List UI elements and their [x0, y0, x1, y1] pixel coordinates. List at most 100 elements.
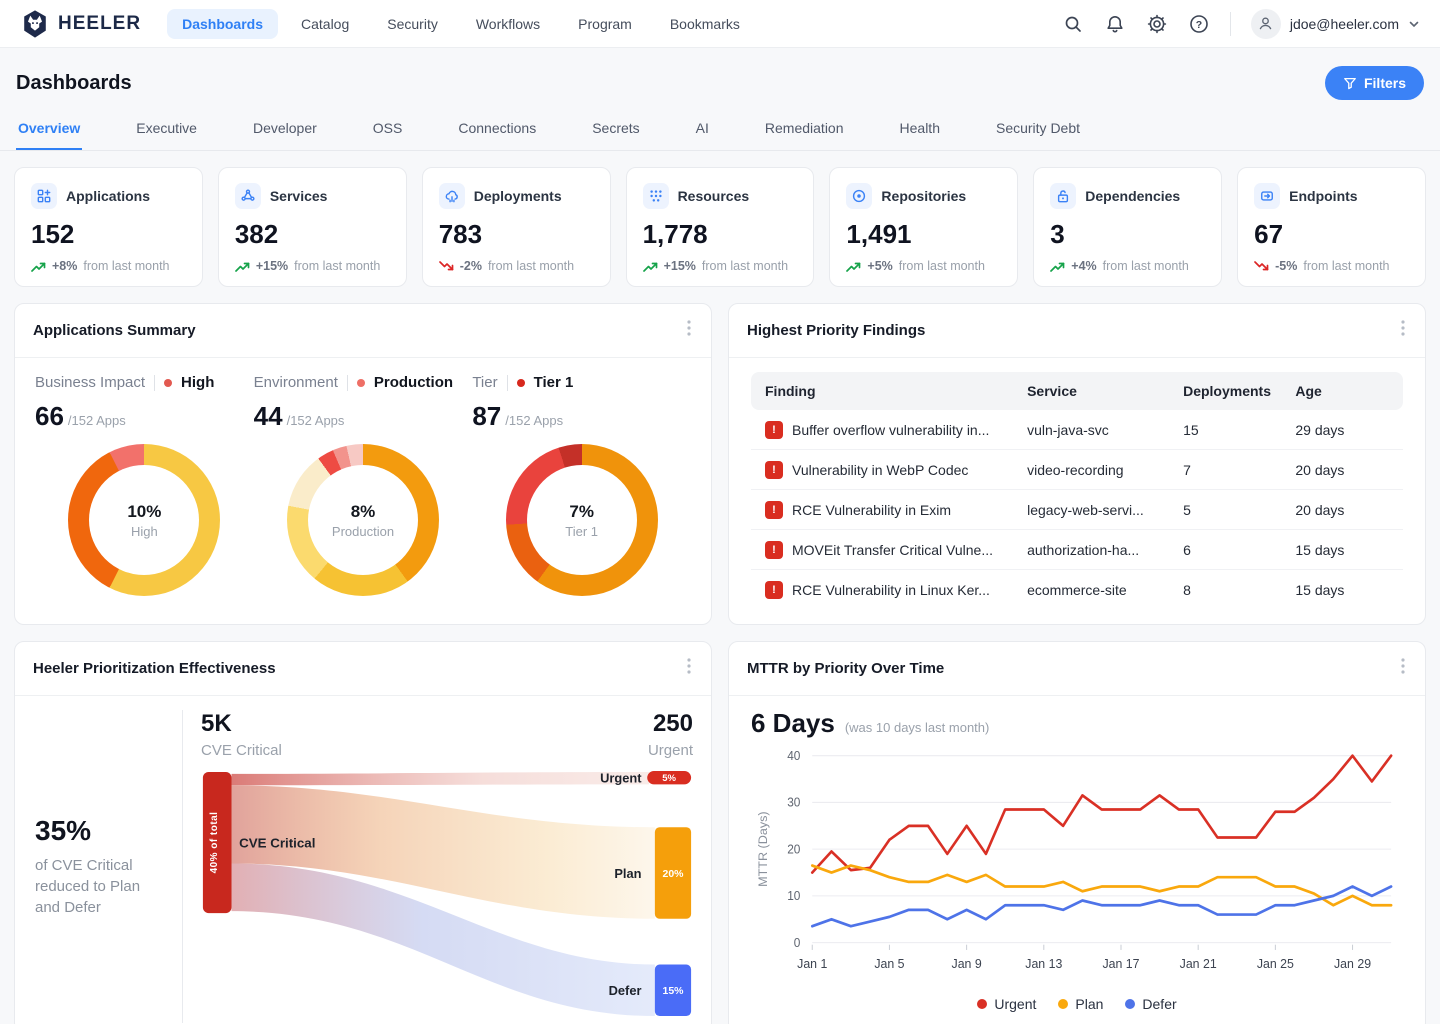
- stat-value: 152: [31, 219, 75, 249]
- stat-value: 1,491: [846, 219, 912, 249]
- target-label-plan: Plan: [614, 866, 641, 881]
- panel-title: Heeler Prioritization Effectiveness: [33, 660, 276, 677]
- mttr-line-chart[interactable]: 0 10 20 30 40 MTTR (Days) Jan 1 Jan 5 Jan 9 Jan 1…: [751, 741, 1403, 993]
- svg-text:Jan 29: Jan 29: [1334, 955, 1371, 970]
- tab-executive[interactable]: Executive: [136, 120, 197, 136]
- filters-label: Filters: [1363, 75, 1406, 91]
- notifications-bell-icon[interactable]: [1104, 13, 1126, 35]
- stat-value: 3: [1050, 219, 1065, 249]
- summary-text: of CVE Critical reduced to Plan and Defe…: [35, 857, 141, 916]
- nav-item-security[interactable]: Security: [387, 15, 438, 32]
- stat-trend: +15% from last month: [642, 259, 798, 273]
- search-icon[interactable]: [1062, 13, 1084, 35]
- legend-label: Plan: [1075, 996, 1104, 1012]
- prioritization-sankey-chart[interactable]: 40% of total CVE Critical Urgent 5% Plan…: [201, 765, 693, 1023]
- business-impact-donut-chart[interactable]: 10% High: [68, 444, 221, 596]
- stat-label: Repositories: [881, 188, 967, 204]
- divider: [506, 374, 508, 391]
- finding-row[interactable]: ! Vulnerability in WebP Codec video-recor…: [751, 450, 1403, 490]
- critical-severity-icon: !: [765, 540, 783, 559]
- account-email: jdoe@heeler.com: [1289, 15, 1399, 32]
- kebab-menu-icon[interactable]: [1399, 318, 1407, 343]
- kebab-menu-icon[interactable]: [685, 318, 693, 343]
- legend-item-plan[interactable]: Plan: [1058, 996, 1103, 1012]
- stat-card-dependencies[interactable]: Dependencies 3 +4% from last month: [1033, 167, 1223, 287]
- trend-up-icon: [642, 262, 657, 272]
- stat-card-applications[interactable]: Applications 152 +8% from last month: [14, 167, 203, 287]
- cve-critical-stat: 5K CVE Critical: [201, 710, 282, 759]
- stat-trend: +4% from last month: [1050, 259, 1205, 273]
- finding-row[interactable]: ! RCE Vulnerability in Linux Ker... ecomm…: [751, 570, 1403, 609]
- donut-center-label: High: [130, 523, 158, 539]
- nav-item-bookmarks[interactable]: Bookmarks: [669, 15, 740, 32]
- brand[interactable]: HEELER: [20, 9, 141, 39]
- filter-funnel-icon: [1344, 77, 1356, 90]
- legend-item-urgent[interactable]: Urgent: [977, 996, 1036, 1012]
- stat-label: Services: [269, 188, 328, 204]
- stat-card-services[interactable]: Services 382 +15% from last month: [217, 167, 407, 287]
- stat-value: 783: [438, 219, 483, 249]
- stat-trend: +5% from last month: [846, 259, 1001, 273]
- stat-label: Resources: [677, 188, 750, 204]
- legend-item-defer[interactable]: Defer: [1125, 996, 1177, 1012]
- metric-label: Tier: [472, 374, 498, 391]
- finding-row[interactable]: ! Buffer overflow vulnerability in... vul…: [751, 410, 1403, 450]
- stat-card-endpoints[interactable]: Endpoints 67 -5% from last month: [1237, 167, 1426, 287]
- flow-defer: [231, 863, 655, 1017]
- filters-button[interactable]: Filters: [1324, 66, 1424, 100]
- tab-oss[interactable]: OSS: [372, 120, 403, 136]
- nav-item-catalog[interactable]: Catalog: [301, 15, 350, 32]
- target-label-defer: Defer: [609, 983, 642, 998]
- tab-health[interactable]: Health: [899, 120, 940, 136]
- critical-severity-icon: !: [765, 420, 783, 439]
- svg-text:30: 30: [787, 795, 800, 809]
- help-icon[interactable]: ?: [1188, 13, 1210, 35]
- flow-label: CVE Critical: [239, 835, 315, 850]
- svg-text:Jan 1: Jan 1: [797, 955, 827, 970]
- target-label-urgent: Urgent: [600, 770, 642, 785]
- nav-item-workflows[interactable]: Workflows: [475, 15, 541, 32]
- account-menu[interactable]: jdoe@heeler.com: [1250, 8, 1420, 39]
- tab-connections[interactable]: Connections: [458, 120, 537, 136]
- chevron-down-icon: [1409, 21, 1419, 27]
- stat-card-repositories[interactable]: Repositories 1,491 +5% from last month: [829, 167, 1019, 287]
- metric-selected: High: [181, 374, 215, 391]
- tab-overview[interactable]: Overview: [16, 110, 83, 150]
- deployments-icon: [438, 183, 465, 209]
- status-dot: [356, 378, 365, 387]
- tab-ai[interactable]: AI: [695, 120, 709, 136]
- finding-row[interactable]: ! MOVEit Transfer Critical Vulne... autho…: [751, 530, 1403, 570]
- environment-donut-chart[interactable]: 8% Production: [286, 444, 439, 596]
- svg-text:MTTR (Days): MTTR (Days): [756, 811, 770, 887]
- mttr-panel: MTTR by Priority Over Time 6 Days (was 1…: [728, 641, 1426, 1024]
- donut-center-value: 10%: [127, 501, 162, 521]
- svg-text:?: ?: [1196, 19, 1202, 31]
- mttr-headline-value: 6 Days: [751, 708, 835, 738]
- svg-text:Jan 5: Jan 5: [874, 955, 904, 970]
- donut-center-label: Production: [331, 523, 395, 539]
- stat-card-deployments[interactable]: Deployments 783 -2% from last month: [421, 167, 611, 287]
- top-nav: HEELER Dashboards Catalog Security Workf…: [0, 0, 1440, 48]
- tab-secrets[interactable]: Secrets: [592, 120, 640, 136]
- svg-text:Jan 13: Jan 13: [1025, 955, 1062, 970]
- tab-remediation[interactable]: Remediation: [764, 120, 844, 136]
- trend-down-icon: [438, 260, 454, 270]
- nav-item-dashboards[interactable]: Dashboards: [167, 8, 278, 39]
- applications-summary-panel: Applications Summary Business Impact Hig…: [14, 303, 712, 625]
- metric-label: Business Impact: [35, 374, 146, 391]
- metric-tier: Tier Tier 1 87/152 Apps 7% Tier 1: [472, 374, 691, 596]
- nav-item-program[interactable]: Program: [578, 15, 632, 32]
- tab-developer[interactable]: Developer: [252, 120, 317, 136]
- kebab-menu-icon[interactable]: [1399, 656, 1407, 681]
- status-dot: [164, 378, 173, 387]
- settings-gear-icon[interactable]: [1146, 13, 1168, 35]
- tab-security-debt[interactable]: Security Debt: [995, 120, 1081, 136]
- critical-severity-icon: !: [765, 460, 783, 479]
- tier-donut-chart[interactable]: 7% Tier 1: [505, 444, 658, 596]
- critical-severity-icon: !: [765, 580, 783, 599]
- kebab-menu-icon[interactable]: [685, 656, 693, 681]
- trend-down-icon: [1254, 260, 1269, 270]
- stat-card-resources[interactable]: Resources 1,778 +15% from last month: [625, 167, 815, 287]
- finding-row[interactable]: ! RCE Vulnerability in Exim legacy-web-se…: [751, 490, 1403, 530]
- svg-text:10: 10: [787, 889, 800, 903]
